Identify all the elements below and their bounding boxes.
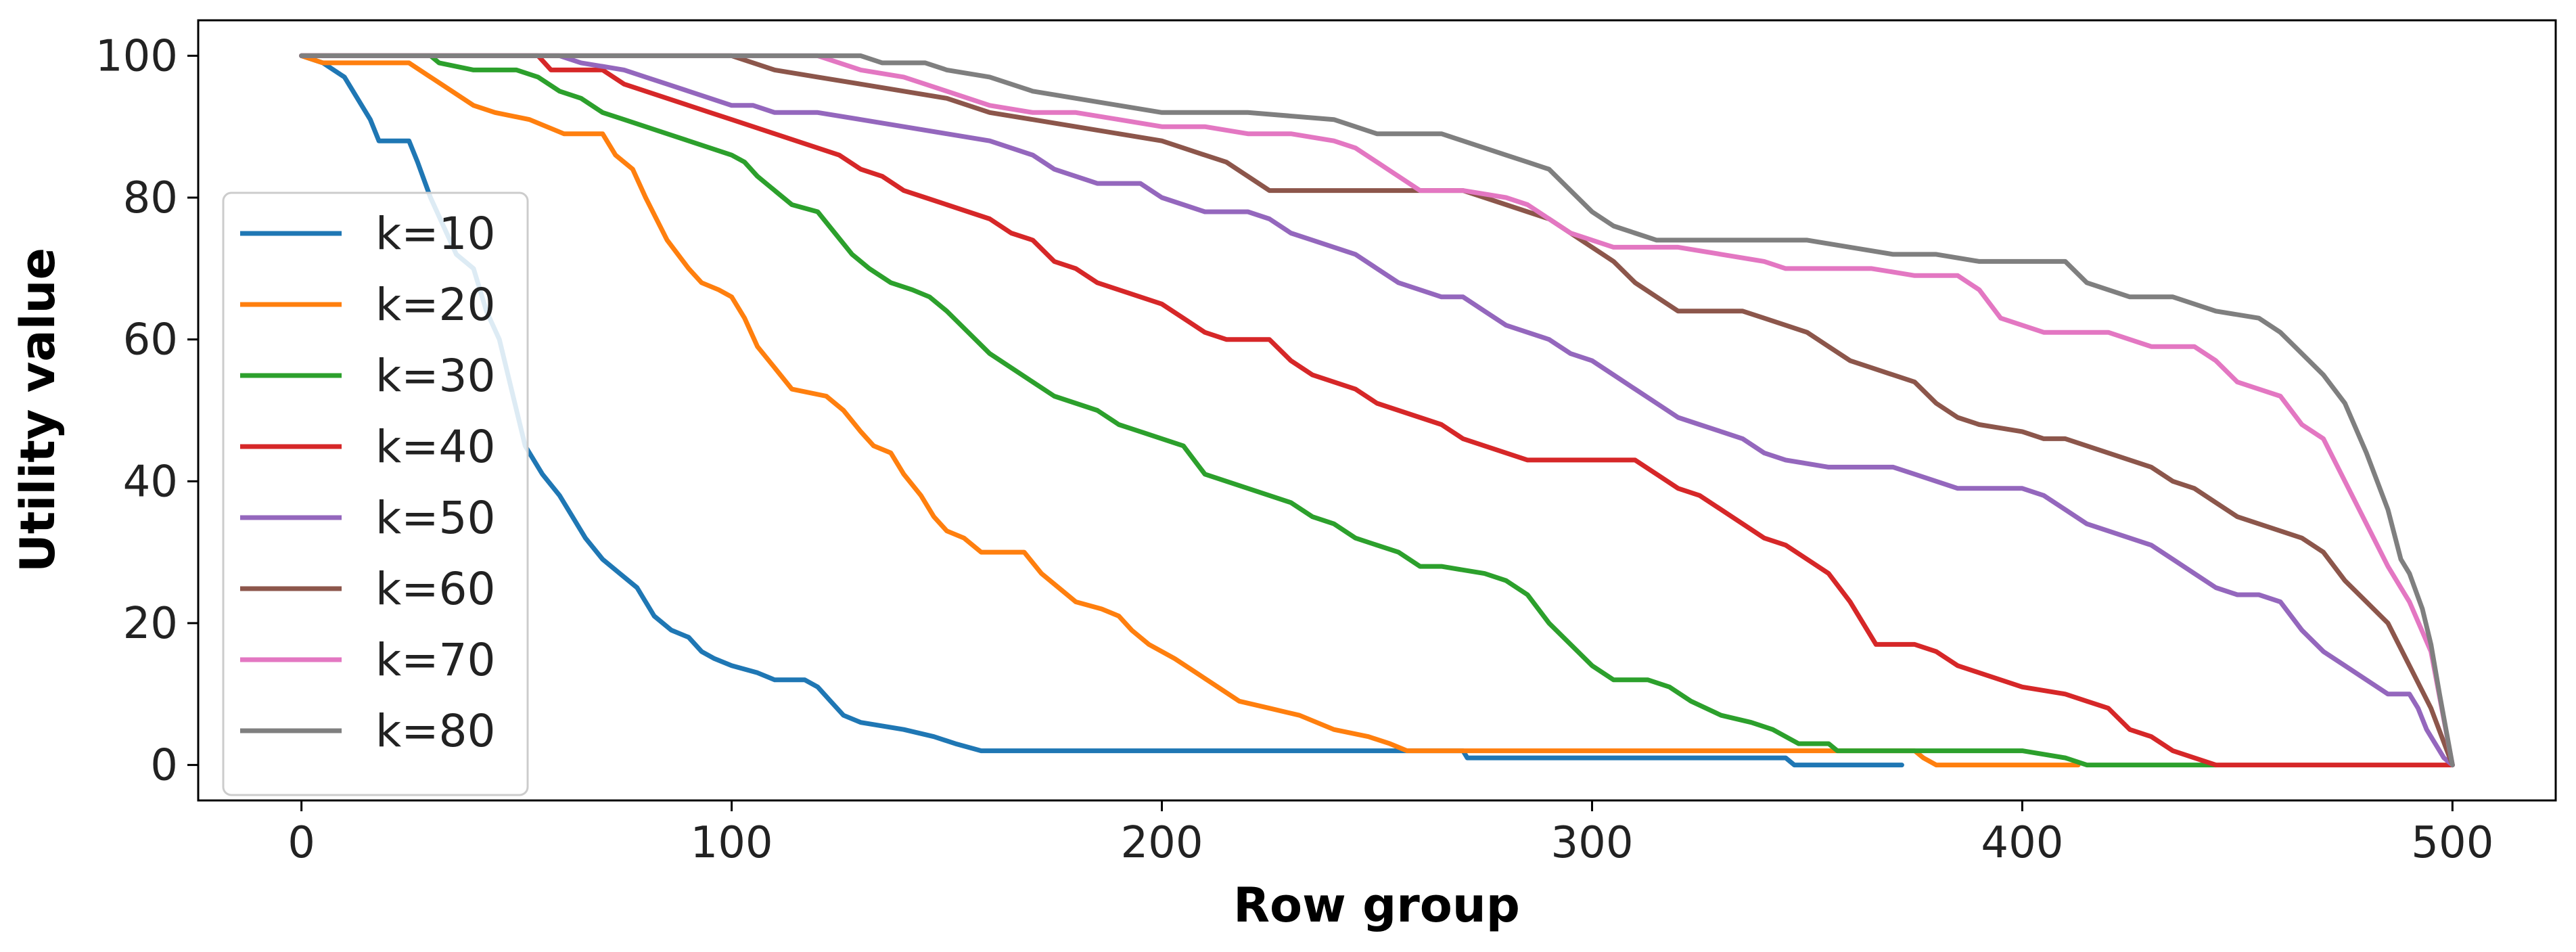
y-tick-label: 0 bbox=[150, 741, 178, 791]
x-tick-label: 500 bbox=[2411, 818, 2493, 868]
legend-label: k=60 bbox=[375, 563, 496, 615]
y-tick-label: 80 bbox=[123, 173, 178, 223]
legend-label: k=20 bbox=[375, 279, 496, 331]
x-tick-label: 200 bbox=[1120, 818, 1203, 868]
y-tick-label: 40 bbox=[123, 457, 178, 507]
y-tick-label: 20 bbox=[123, 599, 178, 649]
series-layer bbox=[299, 53, 2455, 768]
x-axis-title: Row group bbox=[1233, 878, 1520, 933]
legend-label: k=10 bbox=[375, 208, 496, 260]
series-line-k60 bbox=[299, 53, 2455, 768]
legend-label: k=70 bbox=[375, 634, 496, 686]
legend-label: k=80 bbox=[375, 705, 496, 757]
legend: k=10 k=20 k=30 k=40 k=50 k=60 k=70 k=80 bbox=[222, 191, 529, 796]
legend-label: k=30 bbox=[375, 350, 496, 402]
series-line-k40 bbox=[299, 53, 2455, 768]
series-line-k80 bbox=[299, 53, 2455, 768]
series-line-k20 bbox=[299, 53, 2081, 768]
x-tick-label: 300 bbox=[1550, 818, 1633, 868]
x-tick-label: 0 bbox=[288, 818, 315, 868]
series-line-k30 bbox=[299, 53, 2219, 768]
series-line-k70 bbox=[299, 53, 2455, 768]
legend-label: k=40 bbox=[375, 421, 496, 473]
legend-label: k=50 bbox=[375, 492, 496, 544]
series-line-k10 bbox=[299, 53, 1904, 768]
x-tick-label: 100 bbox=[690, 818, 773, 868]
x-tick-label: 400 bbox=[1981, 818, 2063, 868]
series-line-k50 bbox=[299, 53, 2455, 768]
y-tick-label: 60 bbox=[123, 315, 178, 365]
plot-frame bbox=[197, 19, 2557, 802]
y-axis: 0 20 40 60 80 100 bbox=[95, 31, 198, 791]
y-tick-label: 100 bbox=[95, 31, 178, 81]
y-axis-title: Utility value bbox=[10, 248, 66, 572]
legend-box bbox=[222, 191, 529, 796]
x-axis: 0 100 200 300 400 500 bbox=[288, 800, 2493, 868]
